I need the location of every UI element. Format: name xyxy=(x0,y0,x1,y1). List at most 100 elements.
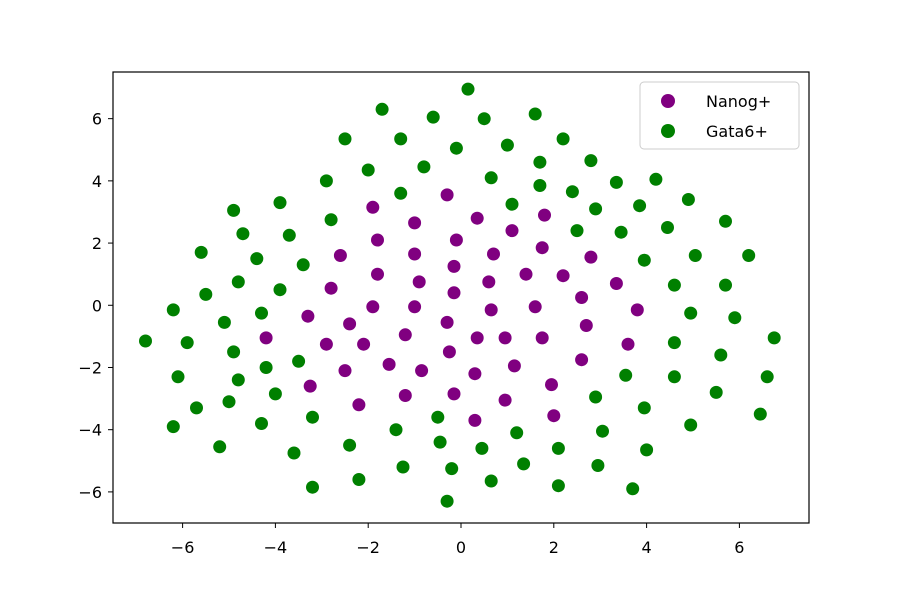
x-tick-label: 2 xyxy=(549,538,559,557)
data-point xyxy=(273,196,287,210)
data-point xyxy=(426,110,440,124)
data-point xyxy=(301,309,315,323)
data-point xyxy=(319,174,333,188)
data-point xyxy=(556,269,570,283)
data-point xyxy=(442,345,456,359)
data-point xyxy=(640,443,654,457)
data-point xyxy=(528,107,542,121)
data-point xyxy=(447,286,461,300)
data-point xyxy=(375,102,389,116)
data-point xyxy=(338,132,352,146)
data-point xyxy=(551,441,565,455)
data-point xyxy=(222,395,236,409)
data-point xyxy=(440,188,454,202)
data-point xyxy=(579,319,593,332)
data-point xyxy=(535,331,549,345)
y-tick-label: 0 xyxy=(92,296,102,315)
data-point xyxy=(255,306,268,320)
y-tick-label: 2 xyxy=(92,234,102,253)
data-point xyxy=(371,267,384,281)
x-tick-label: 0 xyxy=(456,538,466,557)
data-point xyxy=(570,224,584,238)
data-point xyxy=(324,281,338,295)
data-point xyxy=(475,441,489,455)
data-point xyxy=(661,221,674,234)
y-tick-label: 4 xyxy=(92,172,102,191)
data-point xyxy=(394,132,408,146)
data-point xyxy=(171,370,185,384)
data-point xyxy=(180,336,194,350)
legend-label-nanog: Nanog+ xyxy=(706,92,771,111)
data-point xyxy=(408,247,422,261)
data-point xyxy=(417,160,431,174)
data-point xyxy=(630,303,644,317)
data-point xyxy=(505,197,519,211)
data-point xyxy=(461,82,475,96)
y-tick-label: −4 xyxy=(78,421,102,440)
data-point xyxy=(231,373,245,387)
data-point xyxy=(714,348,728,362)
legend-label-gata6: Gata6+ xyxy=(706,122,768,141)
data-point xyxy=(500,138,514,152)
data-point xyxy=(217,315,231,329)
data-point xyxy=(589,390,603,404)
data-point xyxy=(394,186,408,200)
data-point xyxy=(255,417,268,430)
data-point xyxy=(626,482,640,496)
data-point xyxy=(166,303,180,317)
data-point xyxy=(589,202,603,216)
data-point xyxy=(633,199,647,213)
data-point xyxy=(637,253,651,267)
data-point xyxy=(396,460,410,474)
data-point xyxy=(324,213,338,227)
data-point xyxy=(440,494,454,508)
data-point xyxy=(412,275,426,289)
x-tick-label: −2 xyxy=(356,538,380,557)
data-point xyxy=(292,354,306,368)
data-point xyxy=(681,193,695,206)
data-point xyxy=(199,287,213,301)
data-point xyxy=(742,249,756,262)
data-point xyxy=(614,225,628,239)
data-point xyxy=(487,247,500,261)
data-point xyxy=(667,278,681,292)
data-point xyxy=(296,258,310,272)
data-point xyxy=(551,479,565,493)
data-point xyxy=(609,277,623,290)
data-point xyxy=(470,211,484,225)
data-point xyxy=(449,233,463,247)
data-point xyxy=(282,228,296,242)
data-point xyxy=(194,245,208,259)
data-point xyxy=(447,387,461,401)
data-point xyxy=(408,300,422,314)
data-point xyxy=(371,233,384,247)
data-point xyxy=(352,398,366,412)
data-point xyxy=(440,315,454,329)
data-point xyxy=(398,389,412,402)
data-point xyxy=(609,175,623,189)
data-point xyxy=(433,435,447,449)
points-layer xyxy=(139,82,781,508)
data-point xyxy=(533,179,547,192)
data-point xyxy=(507,359,521,373)
data-point xyxy=(449,141,463,155)
data-point xyxy=(709,385,723,399)
data-point xyxy=(482,275,496,289)
data-point xyxy=(357,337,371,351)
data-point xyxy=(484,171,498,185)
series-nanog xyxy=(259,188,644,427)
x-tick-label: −4 xyxy=(264,538,288,557)
data-point xyxy=(719,214,732,228)
data-point xyxy=(505,224,519,238)
legend-marker-nanog xyxy=(661,94,675,108)
data-point xyxy=(533,155,547,169)
data-point xyxy=(575,291,589,304)
data-point xyxy=(565,185,579,199)
data-point xyxy=(236,227,250,241)
data-point xyxy=(352,473,366,486)
data-point xyxy=(361,163,375,177)
data-point xyxy=(468,413,482,427)
data-point xyxy=(498,393,512,407)
y-tick-label: −2 xyxy=(78,358,102,377)
